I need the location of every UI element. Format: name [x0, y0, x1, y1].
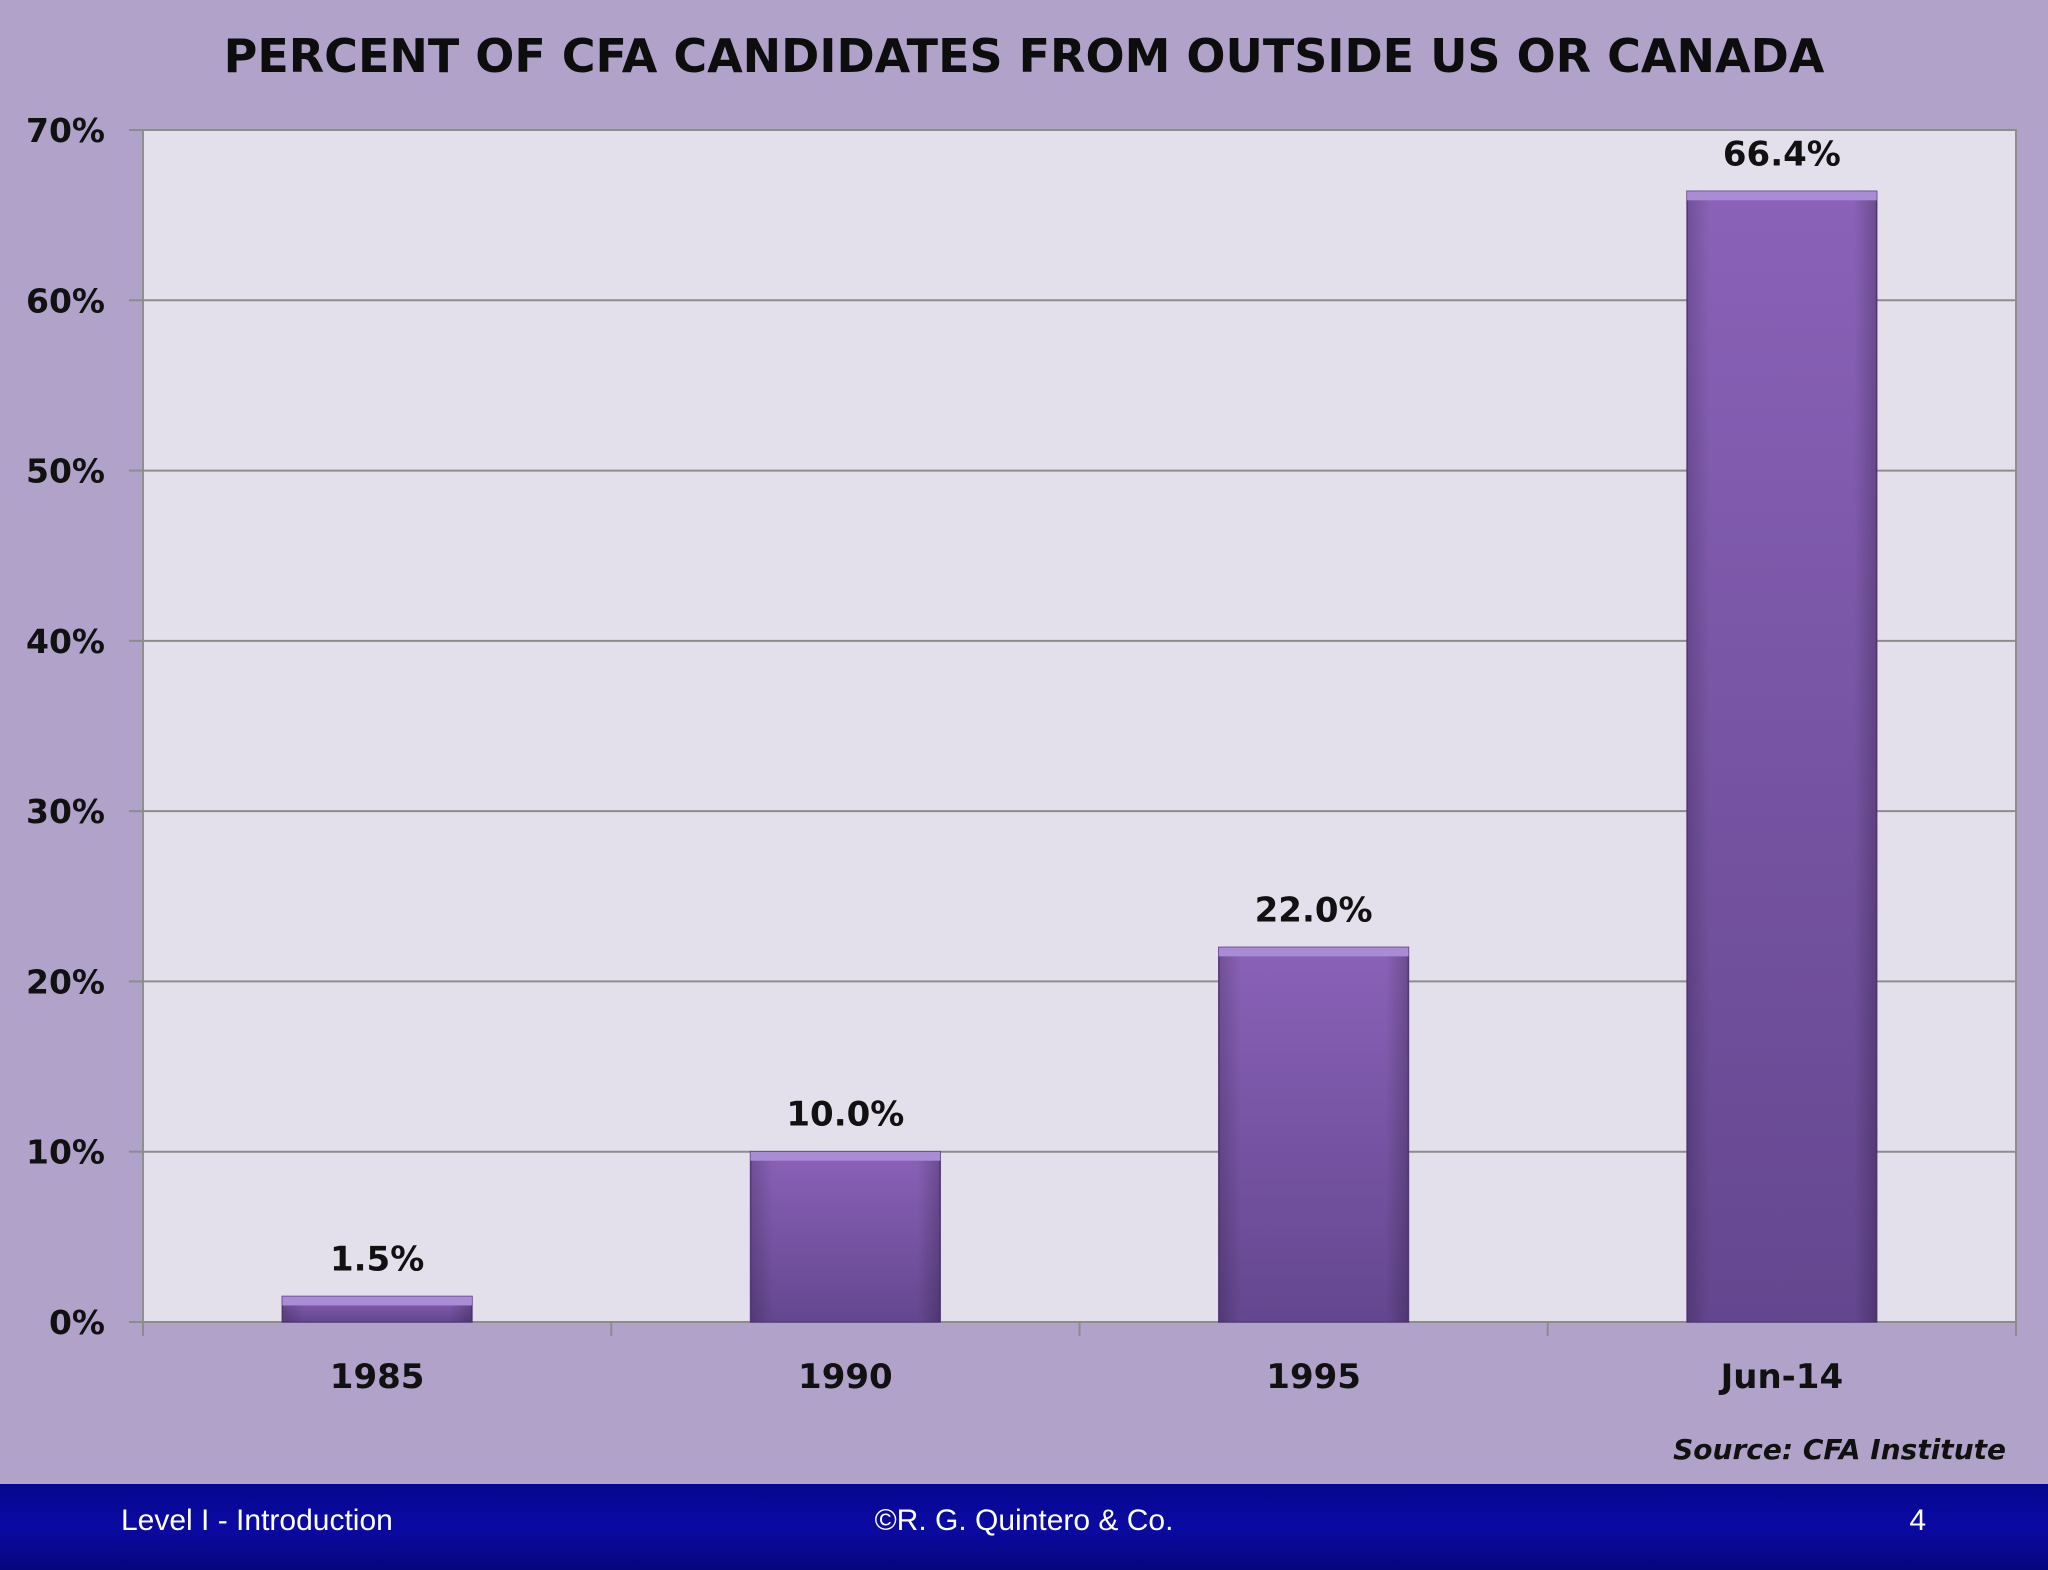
- data-label: 1.5%: [330, 1239, 424, 1279]
- footer-copyright: ©R. G. Quintero & Co.: [874, 1504, 1174, 1537]
- bar-top-bevel: [282, 1296, 472, 1306]
- y-tick-label: 40%: [26, 622, 105, 661]
- y-tick-label: 30%: [26, 792, 105, 831]
- slide-footer: Level I - Introduction ©R. G. Quintero &…: [0, 1484, 2048, 1570]
- y-tick-label: 70%: [26, 111, 105, 150]
- data-label: 22.0%: [1255, 890, 1373, 930]
- y-tick-label: 0%: [49, 1303, 105, 1342]
- bar-chart: PERCENT OF CFA CANDIDATES FROM OUTSIDE U…: [26, 29, 2017, 1466]
- bar-top-bevel: [1218, 947, 1409, 957]
- data-label: 10.0%: [786, 1095, 904, 1135]
- x-category-label: Jun-14: [1719, 1357, 1844, 1397]
- bar-top-bevel: [1687, 191, 1877, 201]
- y-tick-label: 50%: [26, 452, 105, 491]
- y-tick-label: 60%: [26, 281, 105, 320]
- footer-page-number: 4: [1909, 1504, 1926, 1537]
- bar-shading: [1218, 947, 1409, 1322]
- data-label: 66.4%: [1723, 134, 1841, 174]
- bar-top-bevel: [750, 1151, 941, 1161]
- y-tick-label: 10%: [26, 1133, 105, 1172]
- x-category-label: 1985: [330, 1357, 425, 1397]
- bar-shading: [750, 1151, 941, 1322]
- bar-shading: [1687, 191, 1877, 1322]
- source-note: Source: CFA Institute: [1673, 1433, 2006, 1466]
- chart-title: PERCENT OF CFA CANDIDATES FROM OUTSIDE U…: [224, 29, 1825, 83]
- x-category-label: 1990: [798, 1357, 893, 1397]
- x-category-label: 1995: [1266, 1357, 1361, 1397]
- footer-course-label: Level I - Introduction: [121, 1504, 393, 1537]
- y-tick-label: 20%: [26, 962, 105, 1001]
